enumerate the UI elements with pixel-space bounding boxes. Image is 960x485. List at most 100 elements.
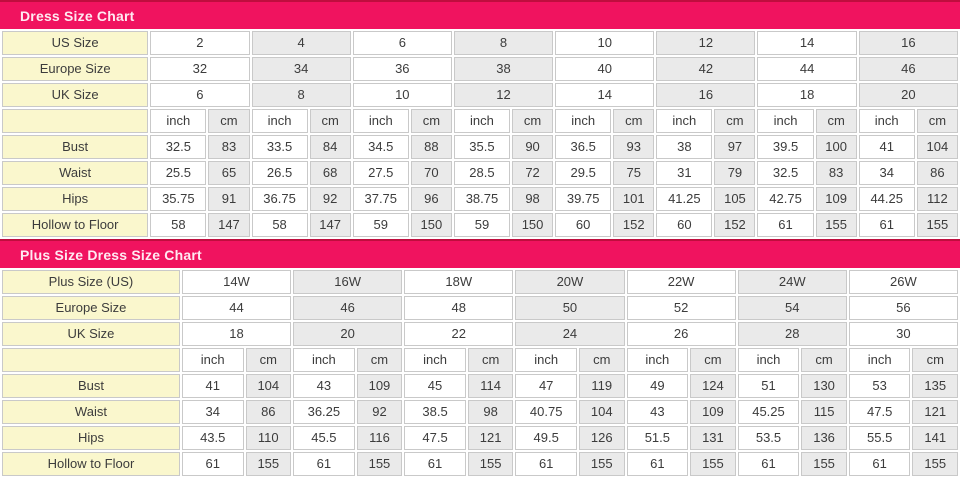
- size-value-cell: 14: [757, 31, 857, 55]
- unit-inch-cell: inch: [453, 109, 511, 133]
- inch-value-cell: 61: [757, 213, 814, 237]
- size-value-cell: 38: [453, 57, 554, 81]
- size-value-cell: 2: [150, 31, 250, 55]
- unit-inch-cell: inch: [858, 109, 915, 133]
- size-value-cell: 10: [352, 83, 452, 107]
- inch-value-cell: 34: [181, 400, 244, 424]
- inch-value-cell: 25.5: [150, 161, 207, 185]
- size-value-cell: 18: [757, 83, 857, 107]
- size-value-cell: 52: [626, 296, 736, 320]
- cm-value-cell: 96: [410, 187, 452, 211]
- size-value-cell: 46: [293, 296, 403, 320]
- cm-value-cell: 109: [690, 400, 736, 424]
- inch-value-cell: 61: [626, 452, 689, 476]
- size-value-cell: 4: [251, 31, 351, 55]
- cm-value-cell: 136: [801, 426, 847, 450]
- cm-value-cell: 119: [579, 374, 625, 398]
- inch-value-cell: 39.5: [757, 135, 814, 159]
- inch-value-cell: 61: [293, 452, 355, 476]
- unit-inch-cell: inch: [352, 109, 409, 133]
- unit-cm-cell: cm: [467, 348, 514, 372]
- inch-value-cell: 43: [293, 374, 355, 398]
- unit-cm-cell: cm: [916, 109, 958, 133]
- unit-cm-cell: cm: [512, 109, 554, 133]
- inch-value-cell: 47: [515, 374, 578, 398]
- cm-value-cell: 131: [690, 426, 736, 450]
- section-title: Dress Size Chart: [20, 7, 135, 24]
- cm-value-cell: 100: [815, 135, 857, 159]
- row-label: Hips: [2, 187, 149, 211]
- table-row: Hips 43.5 110 45.5 116 47.5 121 49.5 126 51.5 131 5…: [2, 426, 958, 450]
- inch-value-cell: 47.5: [848, 400, 911, 424]
- cm-value-cell: 147: [309, 213, 351, 237]
- size-value-cell: 48: [404, 296, 514, 320]
- inch-value-cell: 59: [352, 213, 409, 237]
- inch-value-cell: 47.5: [404, 426, 466, 450]
- unit-header-row: inch cm inch cm inch cm inch cm inch cm inch cm inch…: [2, 109, 958, 133]
- row-label: Hips: [2, 426, 180, 450]
- inch-value-cell: 38: [656, 135, 713, 159]
- inch-value-cell: 59: [453, 213, 511, 237]
- unit-cm-cell: cm: [579, 348, 625, 372]
- table-row: Bust 41 104 43 109 45 114 47 119 49 124 51 130 53 135: [2, 374, 958, 398]
- size-value-cell: 16: [858, 31, 958, 55]
- unit-cm-cell: cm: [613, 109, 655, 133]
- inch-value-cell: 61: [848, 452, 911, 476]
- inch-value-cell: 51.5: [626, 426, 689, 450]
- cm-value-cell: 90: [512, 135, 554, 159]
- section-header-bar: Dress Size Chart: [0, 0, 960, 29]
- cm-value-cell: 135: [912, 374, 958, 398]
- cm-value-cell: 109: [356, 374, 403, 398]
- section-header-bar: Plus Size Dress Size Chart: [0, 239, 960, 268]
- unit-inch-cell: inch: [737, 348, 800, 372]
- inch-value-cell: 45.25: [737, 400, 800, 424]
- inch-value-cell: 31: [656, 161, 713, 185]
- size-value-cell: 20: [858, 83, 958, 107]
- cm-value-cell: 79: [714, 161, 756, 185]
- inch-value-cell: 61: [515, 452, 578, 476]
- cm-value-cell: 112: [916, 187, 958, 211]
- unit-cm-cell: cm: [309, 109, 351, 133]
- size-value-cell: 16: [656, 83, 756, 107]
- inch-value-cell: 61: [404, 452, 466, 476]
- row-label-empty: [2, 109, 149, 133]
- row-label: UK Size: [2, 322, 180, 346]
- inch-value-cell: 26.5: [251, 161, 308, 185]
- size-value-cell: 18: [181, 322, 292, 346]
- size-value-cell: 44: [757, 57, 857, 81]
- cm-value-cell: 88: [410, 135, 452, 159]
- cm-value-cell: 141: [912, 426, 958, 450]
- unit-inch-cell: inch: [555, 109, 612, 133]
- cm-value-cell: 110: [245, 426, 292, 450]
- inch-value-cell: 43: [626, 400, 689, 424]
- dress-size-chart-section: Dress Size Chart US Size 2 4 6 8 10 12 14 16 Euro…: [0, 0, 960, 239]
- inch-value-cell: 39.75: [555, 187, 612, 211]
- inch-value-cell: 45.5: [293, 426, 355, 450]
- cm-value-cell: 98: [467, 400, 514, 424]
- size-value-cell: 20W: [515, 270, 625, 294]
- inch-value-cell: 58: [150, 213, 207, 237]
- cm-value-cell: 121: [912, 400, 958, 424]
- table-row: Hollow to Floor 58 147 58 147 59 150 59 150 60 152…: [2, 213, 958, 237]
- inch-value-cell: 37.75: [352, 187, 409, 211]
- cm-value-cell: 114: [467, 374, 514, 398]
- cm-value-cell: 124: [690, 374, 736, 398]
- row-label: Waist: [2, 400, 180, 424]
- table-row: Europe Size 44 46 48 50 52 54 56: [2, 296, 958, 320]
- size-value-cell: 36: [352, 57, 452, 81]
- cm-value-cell: 104: [245, 374, 292, 398]
- cm-value-cell: 92: [356, 400, 403, 424]
- cm-value-cell: 101: [613, 187, 655, 211]
- cm-value-cell: 86: [245, 400, 292, 424]
- unit-cm-cell: cm: [801, 348, 847, 372]
- cm-value-cell: 130: [801, 374, 847, 398]
- row-label: Plus Size (US): [2, 270, 180, 294]
- size-value-cell: 12: [453, 83, 554, 107]
- size-value-cell: 30: [848, 322, 958, 346]
- size-value-cell: 42: [656, 57, 756, 81]
- inch-value-cell: 35.75: [150, 187, 207, 211]
- cm-value-cell: 155: [467, 452, 514, 476]
- inch-value-cell: 42.75: [757, 187, 814, 211]
- size-value-cell: 12: [656, 31, 756, 55]
- inch-value-cell: 34: [858, 161, 915, 185]
